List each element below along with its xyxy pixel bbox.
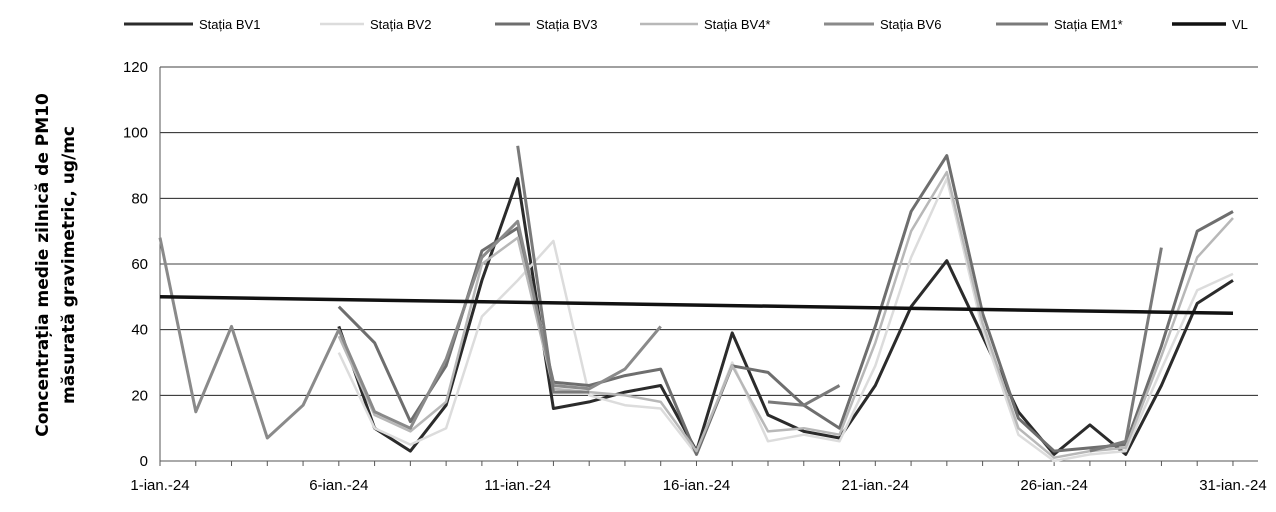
series-line [337, 170, 1234, 459]
x-tick-label: 1-ian.-24 [130, 477, 189, 494]
y-tick-label: 40 [131, 322, 148, 339]
legend-item: Stația BV1 [124, 17, 260, 32]
x-tick-label: 16-ian.-24 [663, 477, 731, 494]
series-line [159, 295, 1234, 316]
y-axis-label-line-2: măsurată gravimetric, ug/mc [59, 126, 79, 404]
series-2 [337, 154, 1234, 456]
series-3 [337, 170, 1234, 459]
series-line [516, 145, 590, 394]
x-tick-label: 31-ian.-24 [1199, 477, 1267, 494]
y-axis-label: Concentrația medie zilnică de PM10 măsur… [33, 93, 79, 437]
legend-label: Stația BV3 [536, 17, 597, 32]
legend-item: Stația BV4* [640, 17, 771, 32]
series-line [337, 177, 1234, 463]
series-0 [337, 177, 1234, 456]
x-tick-label: 21-ian.-24 [842, 477, 910, 494]
y-tick-label: 20 [131, 387, 148, 404]
gridlines [160, 66, 1258, 396]
y-tick-label: 80 [131, 190, 148, 207]
legend-label: Stația BV2 [370, 17, 431, 32]
series-5 [516, 145, 1163, 453]
legend-label: Stația BV1 [199, 17, 260, 32]
y-tick-label: 120 [123, 59, 148, 76]
legend-item: Stația BV3 [495, 17, 597, 32]
axes: 0 20 40 60 80 100 120 1-ian.-24 6-ian.-24 11-ian.… [123, 59, 1267, 494]
y-tick-label: 60 [131, 256, 148, 273]
legend-item: Stația BV2 [320, 17, 431, 32]
legend-label: Stația BV4* [704, 17, 771, 32]
series-6 [159, 295, 1234, 316]
legend-label: VL [1232, 17, 1248, 32]
x-tick-label: 11-ian.-24 [484, 477, 550, 494]
series-1 [337, 177, 1234, 463]
series-line [158, 219, 662, 440]
series-4 [158, 219, 662, 440]
legend-item: Stația EM1* [996, 17, 1123, 32]
legend: Stația BV1 Stația BV2 Stația BV3 Stația BV4… [124, 17, 1248, 32]
series-line [1089, 247, 1163, 453]
series-line [767, 384, 841, 407]
series-lines [158, 145, 1234, 463]
legend-label: Stația EM1* [1054, 17, 1123, 32]
x-tick-label: 6-ian.-24 [309, 477, 368, 494]
y-axis-label-line-1: Concentrația medie zilnică de PM10 [33, 93, 53, 437]
legend-item: Stația BV6 [824, 17, 941, 32]
y-tick-label: 100 [123, 125, 148, 142]
series-line [337, 154, 1234, 456]
series-line [337, 177, 1234, 456]
x-tick-label: 26-ian.-24 [1020, 477, 1088, 494]
legend-label: Stația BV6 [880, 17, 941, 32]
y-tick-label: 0 [140, 453, 148, 470]
legend-item: VL [1172, 17, 1248, 32]
